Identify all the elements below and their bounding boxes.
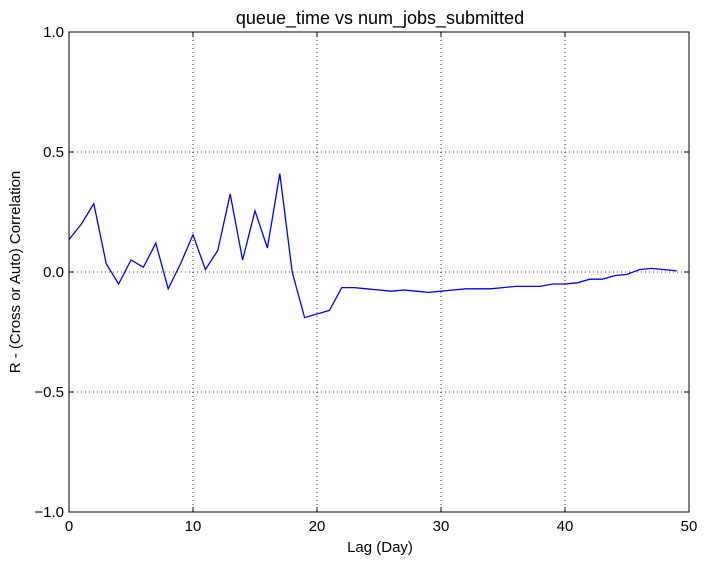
x-axis-label: Lag (Day)	[347, 539, 413, 556]
y-tick-label: 0.5	[43, 144, 64, 161]
x-tick-label: 40	[557, 518, 574, 535]
chart-title: queue_time vs num_jobs_submitted	[236, 8, 524, 29]
x-tick-label: 30	[433, 518, 450, 535]
y-tick-label: −1.0	[34, 504, 64, 521]
y-tick-label: 0.0	[43, 264, 64, 281]
x-tick-label: 0	[65, 518, 73, 535]
x-tick-label: 50	[681, 518, 698, 535]
y-axis-label: R - (Cross or Auto) Correlation	[7, 171, 24, 374]
y-tick-label: −0.5	[34, 384, 64, 401]
series-layer	[68, 173, 677, 319]
series-line	[68, 173, 677, 319]
x-tick-label: 20	[309, 518, 326, 535]
ticks: 0 10 20 30 40 50 −1.0 −0.5 0.0 0.5 1.0	[34, 24, 697, 535]
y-tick-label: 1.0	[43, 24, 64, 41]
x-tick-label: 10	[185, 518, 202, 535]
